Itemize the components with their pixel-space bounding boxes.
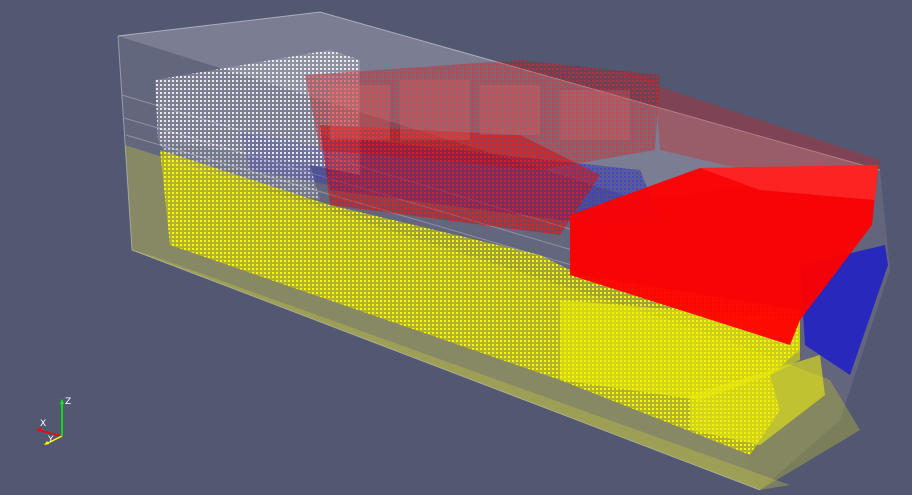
x-axis-line xyxy=(37,429,63,437)
z-arrow-icon xyxy=(60,399,64,404)
x-arrow-icon xyxy=(36,428,41,432)
orientation-axes: Z X Y xyxy=(36,397,71,445)
z-axis-label: Z xyxy=(65,397,71,407)
y-arrow-icon xyxy=(44,441,49,445)
x-axis-label: X xyxy=(40,419,46,429)
floor-plate xyxy=(132,250,790,490)
y-axis-line xyxy=(45,435,63,445)
y-axis-label: Y xyxy=(47,435,54,445)
red-particle-region xyxy=(305,60,880,345)
